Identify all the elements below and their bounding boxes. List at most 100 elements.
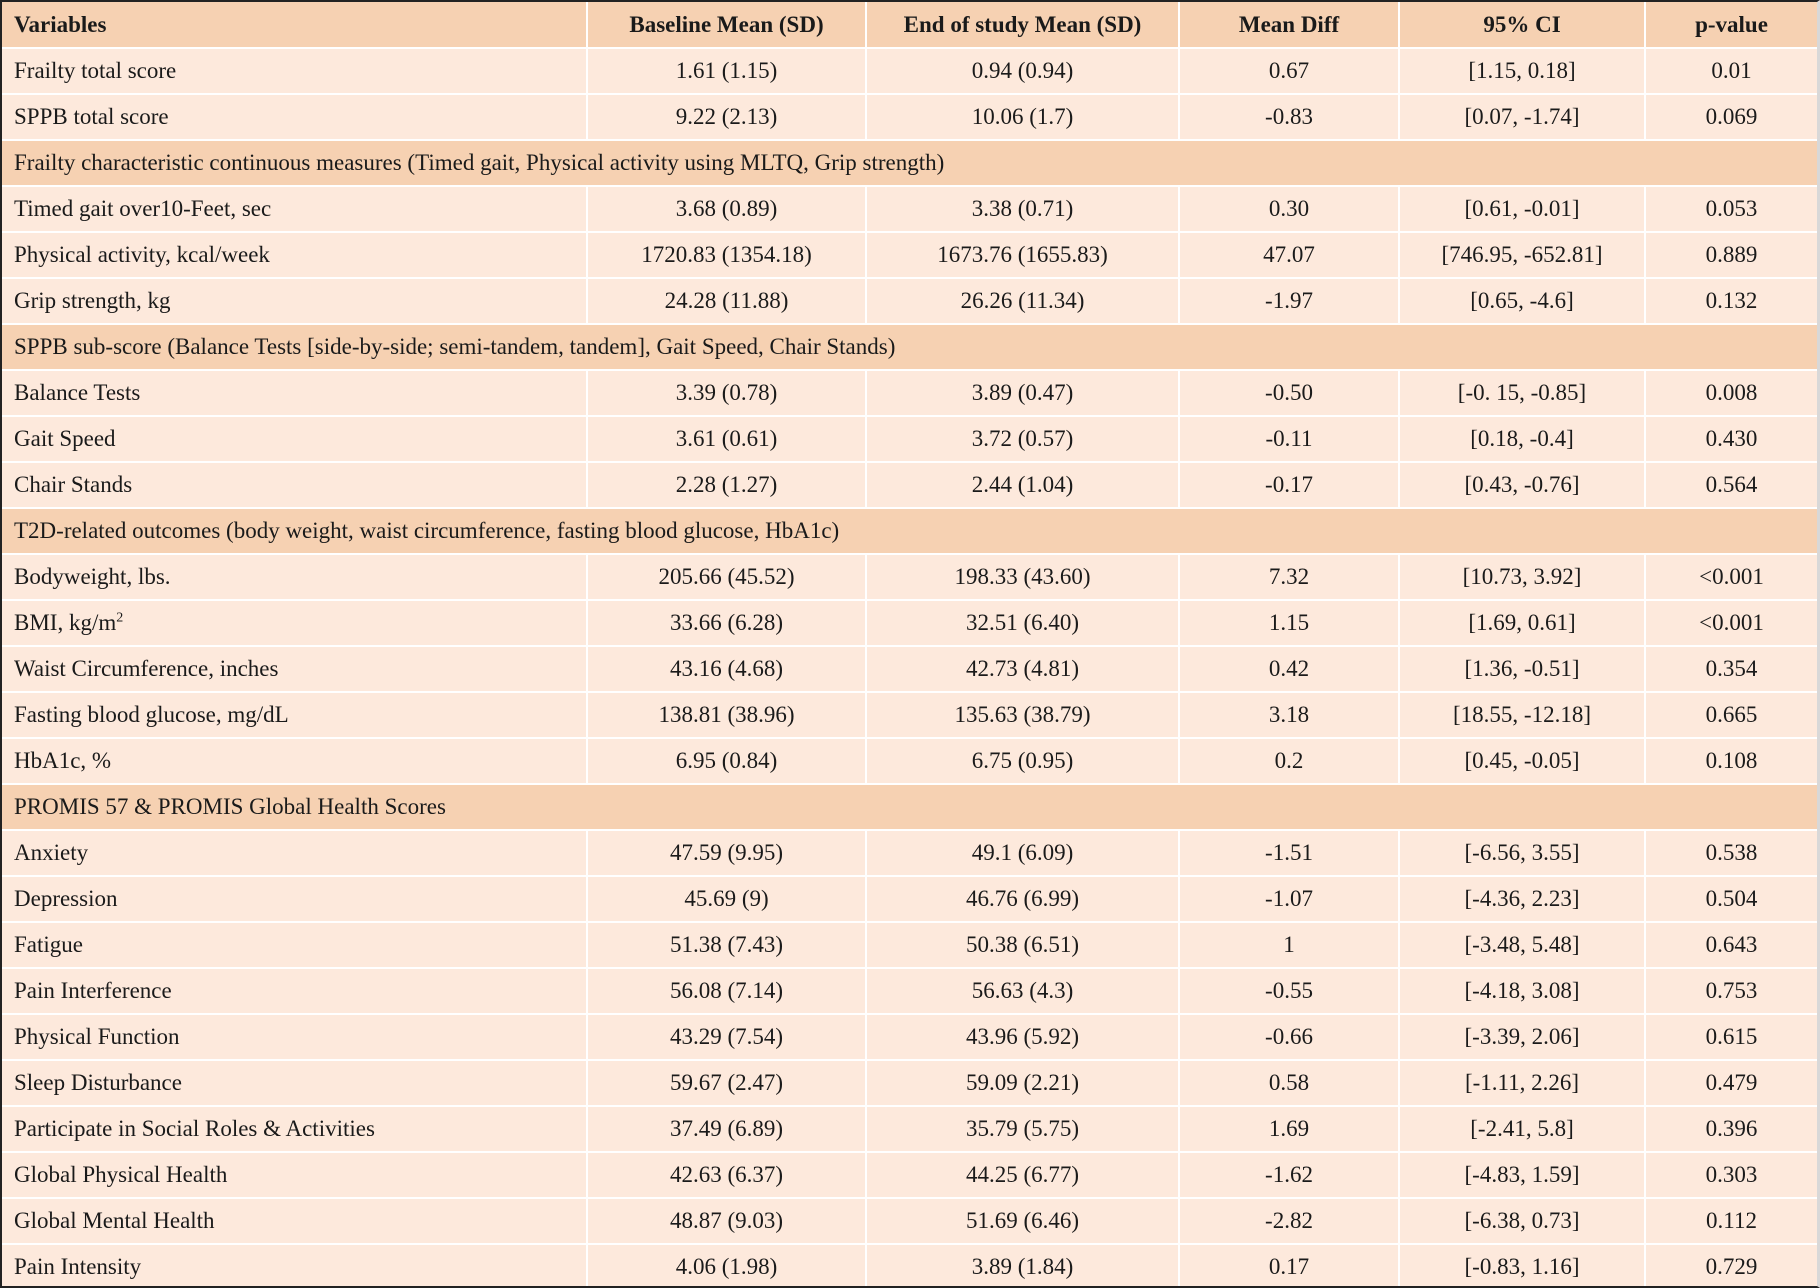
table-row: Gait Speed 3.61 (0.61) 3.72 (0.57) -0.11 [0.… xyxy=(2,416,1817,463)
cell-mean-diff: -2.82 xyxy=(1179,1198,1400,1245)
cell-baseline-text: 3.61 (0.61) xyxy=(675,426,778,451)
cell-p-value-text: 0.889 xyxy=(1705,242,1758,267)
cell-ci-text: [-1.11, 2.26] xyxy=(1464,1070,1580,1095)
cell-p-value: 0.01 xyxy=(1645,48,1817,95)
cell-mean-diff: 3.18 xyxy=(1179,692,1400,739)
cell-end-of-study: 198.33 (43.60) xyxy=(866,554,1180,601)
table-row: Participate in Social Roles & Activities… xyxy=(2,1106,1817,1153)
cell-mean-diff-text: 47.07 xyxy=(1263,242,1315,267)
header-row: Variables Baseline Mean (SD) End of stud… xyxy=(2,2,1817,49)
cell-mean-diff: 0.42 xyxy=(1179,646,1400,693)
cell-variable: Sleep Disturbance xyxy=(2,1060,588,1107)
cell-end-of-study: 6.75 (0.95) xyxy=(866,738,1180,785)
cell-ci: [-6.38, 0.73] xyxy=(1399,1198,1646,1245)
cell-baseline-text: 1.61 (1.15) xyxy=(675,58,778,83)
cell-baseline: 3.39 (0.78) xyxy=(587,370,867,417)
table-row: Chair Stands 2.28 (1.27) 2.44 (1.04) -0.17 [… xyxy=(2,462,1817,509)
table-row: HbA1c, % 6.95 (0.84) 6.75 (0.95) 0.2 [0.45, … xyxy=(2,738,1817,785)
table-row: Balance Tests 3.39 (0.78) 3.89 (0.47) -0.50… xyxy=(2,370,1817,417)
cell-ci: [0.65, -4.6] xyxy=(1399,278,1646,325)
section-header-row: PROMIS 57 & PROMIS Global Health Scores xyxy=(2,784,1817,831)
cell-variable-text: Fatigue xyxy=(14,932,83,957)
cell-variable: Fatigue xyxy=(2,922,588,969)
cell-mean-diff-text: 7.32 xyxy=(1268,564,1310,589)
cell-p-value-text: 0.729 xyxy=(1705,1254,1758,1279)
cell-ci-text: [18.55, -12.18] xyxy=(1453,702,1591,727)
cell-variable-text: Waist Circumference, inches xyxy=(14,656,279,681)
cell-end-of-study-text: 32.51 (6.40) xyxy=(965,610,1080,635)
cell-end-of-study-text: 56.63 (4.3) xyxy=(971,978,1074,1003)
cell-mean-diff: 1.69 xyxy=(1179,1106,1400,1153)
cell-ci: [0.18, -0.4] xyxy=(1399,416,1646,463)
section-header-row: Frailty characteristic continuous measur… xyxy=(2,140,1817,187)
cell-variable: HbA1c, % xyxy=(2,738,588,785)
cell-p-value: <0.001 xyxy=(1645,554,1817,601)
cell-baseline-text: 43.16 (4.68) xyxy=(669,656,784,681)
cell-p-value-text: 0.112 xyxy=(1706,1208,1757,1233)
cell-end-of-study-text: 35.79 (5.75) xyxy=(965,1116,1080,1141)
cell-end-of-study: 42.73 (4.81) xyxy=(866,646,1180,693)
cell-mean-diff-text: -1.62 xyxy=(1265,1162,1313,1187)
cell-baseline-text: 56.08 (7.14) xyxy=(669,978,784,1003)
cell-ci-text: [10.73, 3.92] xyxy=(1462,564,1582,589)
cell-p-value: 0.889 xyxy=(1645,232,1817,279)
cell-p-value-text: 0.504 xyxy=(1705,886,1758,911)
cell-ci: [10.73, 3.92] xyxy=(1399,554,1646,601)
superscript: 2 xyxy=(116,610,124,626)
table-body: Frailty total score 1.61 (1.15) 0.94 (0.94… xyxy=(2,48,1817,1286)
cell-variable: Chair Stands xyxy=(2,462,588,509)
header-mean-diff: Mean Diff xyxy=(1179,2,1400,49)
header-ci: 95% CI xyxy=(1399,2,1646,49)
cell-ci: [-0.83, 1.16] xyxy=(1399,1244,1646,1286)
cell-mean-diff: -1.07 xyxy=(1179,876,1400,923)
cell-mean-diff: -0.17 xyxy=(1179,462,1400,509)
cell-end-of-study-text: 26.26 (11.34) xyxy=(960,288,1085,313)
cell-p-value-text: 0.008 xyxy=(1705,380,1758,405)
cell-mean-diff-text: -0.83 xyxy=(1265,104,1313,129)
section-header-row: T2D-related outcomes (body weight, waist… xyxy=(2,508,1817,555)
cell-end-of-study-text: 6.75 (0.95) xyxy=(971,748,1074,773)
cell-mean-diff: 0.17 xyxy=(1179,1244,1400,1286)
table-row: Sleep Disturbance 59.67 (2.47) 59.09 (2.21… xyxy=(2,1060,1817,1107)
cell-mean-diff-text: 1.15 xyxy=(1268,610,1310,635)
cell-ci: [1.36, -0.51] xyxy=(1399,646,1646,693)
cell-variable-text: Chair Stands xyxy=(14,472,133,497)
cell-end-of-study-text: 1673.76 (1655.83) xyxy=(937,242,1108,267)
cell-variable-text: Physical activity, kcal/week xyxy=(14,242,270,267)
cell-p-value-text: 0.538 xyxy=(1705,840,1758,865)
cell-baseline: 33.66 (6.28) xyxy=(587,600,867,647)
cell-mean-diff-text: -1.07 xyxy=(1265,886,1313,911)
cell-baseline-text: 2.28 (1.27) xyxy=(675,472,778,497)
cell-p-value: 0.615 xyxy=(1645,1014,1817,1061)
cell-ci: [1.69, 0.61] xyxy=(1399,600,1646,647)
cell-variable: Global Mental Health xyxy=(2,1198,588,1245)
cell-ci-text: [-3.48, 5.48] xyxy=(1464,932,1580,957)
cell-variable-text: Pain Interference xyxy=(14,978,172,1003)
cell-variable: Pain Intensity xyxy=(2,1244,588,1286)
cell-baseline: 24.28 (11.88) xyxy=(587,278,867,325)
cell-variable-text: Pain Intensity xyxy=(14,1254,142,1279)
cell-baseline: 3.68 (0.89) xyxy=(587,186,867,233)
cell-end-of-study: 2.44 (1.04) xyxy=(866,462,1180,509)
header-end-of-study: End of study Mean (SD) xyxy=(866,2,1180,49)
cell-variable-text: Bodyweight, lbs. xyxy=(14,564,171,589)
cell-baseline-text: 3.39 (0.78) xyxy=(675,380,778,405)
cell-mean-diff: -0.66 xyxy=(1179,1014,1400,1061)
cell-mean-diff-text: -0.55 xyxy=(1265,978,1313,1003)
cell-p-value-text: 0.01 xyxy=(1711,58,1752,83)
cell-end-of-study: 56.63 (4.3) xyxy=(866,968,1180,1015)
cell-ci-text: [0.18, -0.4] xyxy=(1470,426,1574,451)
cell-variable-text: Participate in Social Roles & Activities xyxy=(14,1116,375,1141)
cell-baseline-text: 48.87 (9.03) xyxy=(669,1208,784,1233)
cell-end-of-study: 3.38 (0.71) xyxy=(866,186,1180,233)
cell-end-of-study: 49.1 (6.09) xyxy=(866,830,1180,877)
cell-p-value: 0.665 xyxy=(1645,692,1817,739)
cell-ci-text: [0.61, -0.01] xyxy=(1464,196,1580,221)
cell-variable: Waist Circumference, inches xyxy=(2,646,588,693)
cell-ci: [-0. 15, -0.85] xyxy=(1399,370,1646,417)
cell-p-value: 0.354 xyxy=(1645,646,1817,693)
table-row: Depression 45.69 (9) 46.76 (6.99) -1.07 [-4.… xyxy=(2,876,1817,923)
cell-ci-text: [-4.18, 3.08] xyxy=(1464,978,1580,1003)
cell-ci: [-3.39, 2.06] xyxy=(1399,1014,1646,1061)
table-row: Timed gait over10-Feet, sec 3.68 (0.89) 3.… xyxy=(2,186,1817,233)
